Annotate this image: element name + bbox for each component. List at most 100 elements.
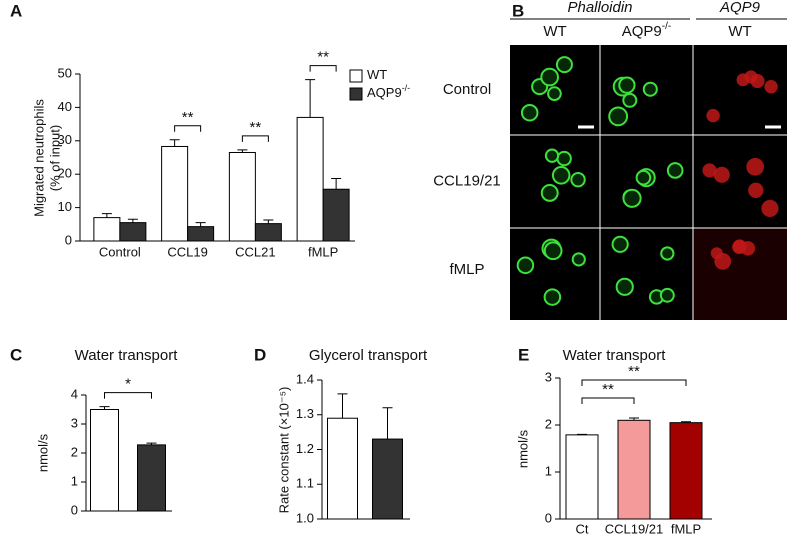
- cell: [761, 199, 779, 217]
- significance-bracket: [581, 379, 687, 386]
- legend-label: AQP9-/-: [367, 83, 410, 100]
- y-tick-label: 40: [58, 99, 72, 114]
- column-header: WT: [543, 23, 566, 40]
- y-tick-label: 0: [545, 510, 552, 525]
- significance-bracket: [581, 397, 635, 404]
- cell: [706, 108, 720, 123]
- column-name: AQP9: [622, 23, 662, 40]
- bar: [617, 419, 651, 520]
- bar: [228, 151, 256, 242]
- cell: [622, 92, 638, 108]
- column-name: WT: [728, 23, 751, 40]
- legend-swatch: [349, 87, 363, 101]
- legend-label: WT: [367, 67, 387, 82]
- significance-label: *: [125, 376, 131, 393]
- panel-label: B: [512, 1, 524, 20]
- cell: [764, 80, 778, 94]
- error-bar: [237, 149, 248, 153]
- column-header: WT: [728, 23, 751, 40]
- x-tick-label: Ct: [576, 521, 589, 536]
- cell: [660, 246, 675, 261]
- y-tick-label: 2: [71, 444, 78, 459]
- cell: [551, 166, 571, 185]
- cell: [516, 256, 535, 275]
- channel-header: AQP9: [719, 0, 761, 16]
- error-bar: [169, 139, 180, 147]
- significance-bracket: [309, 65, 337, 72]
- y-tick-label: 3: [71, 415, 78, 430]
- legend-name: WT: [367, 67, 387, 82]
- cell: [666, 162, 684, 179]
- cell: [571, 252, 586, 267]
- bar: [93, 217, 121, 242]
- cell: [540, 67, 559, 87]
- bar: [669, 422, 703, 520]
- column-name: WT: [543, 23, 566, 40]
- bar: [254, 223, 282, 242]
- panel-label: D: [254, 345, 266, 364]
- cell: [750, 74, 765, 89]
- cell: [642, 81, 658, 97]
- x-tick-label: CCL19/21: [605, 521, 664, 536]
- error-bar: [101, 213, 112, 218]
- chart-title: Glycerol transport: [309, 347, 428, 364]
- panel-label: C: [10, 345, 22, 364]
- error-bar: [681, 421, 691, 423]
- error-bar: [337, 393, 348, 419]
- channel-header: Phalloidin: [567, 0, 632, 16]
- chart-title: Water transport: [75, 347, 179, 364]
- legend-superscript: -/-: [402, 83, 411, 93]
- x-tick-label: Control: [99, 244, 141, 259]
- bar: [372, 438, 403, 520]
- cell: [556, 150, 572, 167]
- bar: [327, 417, 358, 520]
- significance-label: **: [628, 363, 640, 380]
- y-axis-label: nmol/s: [515, 429, 530, 468]
- x-tick-label: CCL19: [167, 244, 207, 259]
- error-bar: [127, 218, 138, 223]
- cell: [544, 148, 560, 163]
- column-superscript: -/-: [662, 21, 671, 32]
- error-bar: [305, 79, 316, 118]
- bar: [187, 226, 215, 242]
- significance-label: **: [250, 119, 262, 136]
- panel-label: A: [10, 1, 22, 20]
- y-tick-label: 1.3: [296, 406, 314, 421]
- column-header: AQP9-/-: [622, 21, 671, 40]
- chart-title: Water transport: [563, 347, 667, 364]
- y-tick-label: 10: [58, 199, 72, 214]
- error-bar: [629, 417, 639, 421]
- significance-bracket: [104, 392, 152, 399]
- bar: [322, 188, 350, 242]
- cell: [540, 183, 559, 202]
- bar: [137, 444, 166, 512]
- significance-bracket: [241, 135, 269, 142]
- error-bar: [195, 222, 206, 227]
- y-tick-label: 4: [71, 386, 78, 401]
- cell: [618, 76, 636, 94]
- bar: [161, 145, 189, 242]
- y-tick-label: 1: [71, 473, 78, 488]
- cell: [659, 287, 675, 303]
- cell: [570, 171, 586, 188]
- cell: [748, 182, 764, 199]
- cell: [520, 103, 539, 122]
- cell: [611, 235, 629, 253]
- y-tick-label: 1.4: [296, 371, 314, 386]
- y-tick-label: 0: [71, 502, 78, 517]
- error-bar: [331, 178, 342, 190]
- bar: [296, 116, 324, 242]
- y-tick-label: 20: [58, 166, 72, 181]
- significance-label: **: [182, 109, 194, 126]
- significance-bracket: [174, 125, 202, 132]
- y-tick-label: 1.2: [296, 441, 314, 456]
- cell: [622, 188, 642, 208]
- y-axis-label: Migrated neutrophils: [31, 99, 46, 217]
- significance-label: **: [602, 381, 614, 398]
- cell: [547, 86, 562, 101]
- y-axis-label: (% of input): [47, 125, 62, 191]
- row-label: Control: [443, 81, 491, 98]
- y-axis-label: Rate constant (×10⁻⁵): [276, 387, 291, 514]
- y-tick-label: 3: [545, 369, 552, 384]
